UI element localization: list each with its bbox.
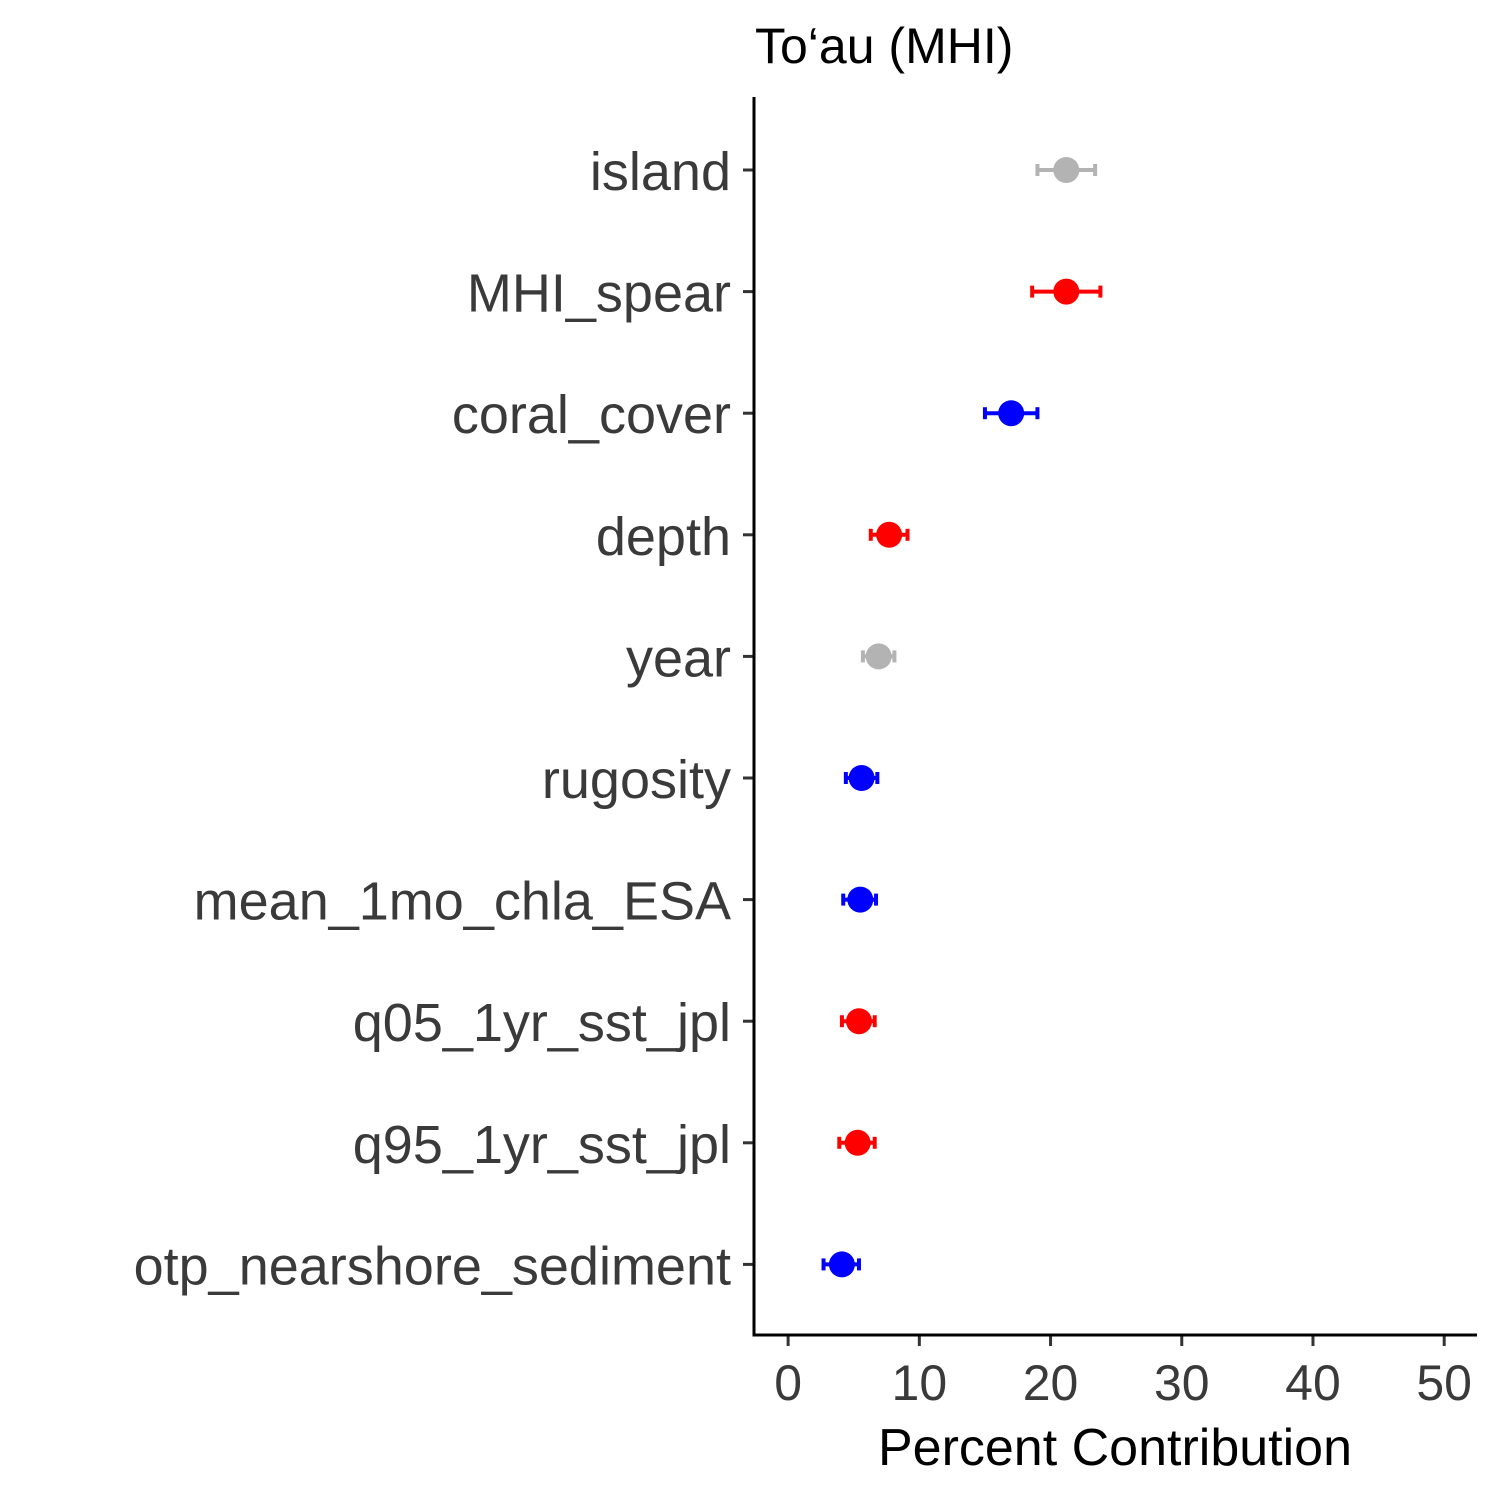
y-tick-label: depth (596, 507, 731, 567)
x-tick-label: 20 (1023, 1355, 1079, 1411)
data-point (865, 643, 892, 670)
data-point (844, 1129, 871, 1156)
data-point (998, 400, 1025, 427)
y-tick-label: MHI_spear (467, 264, 731, 324)
y-tick-label: otp_nearshore_sediment (134, 1236, 731, 1296)
x-tick-label: 30 (1154, 1355, 1210, 1411)
plot-area: 0 10 20 30 40 50 island MHI_spear coral_coverdep… (134, 142, 1472, 1411)
y-tick-label: island (590, 142, 731, 202)
x-tick-label: 10 (892, 1355, 948, 1411)
data-point (845, 1008, 872, 1035)
y-tick-label: q05_1yr_sst_jpl (353, 993, 731, 1053)
chart-title: To‘au (MHI) (755, 18, 1013, 74)
data-point (828, 1251, 855, 1278)
data-point (848, 765, 875, 791)
y-tick-label: q95_1yr_sst_jpl (353, 1115, 731, 1175)
x-tick-label: 40 (1285, 1355, 1341, 1411)
x-tick-label: 0 (774, 1355, 802, 1411)
data-point (876, 521, 903, 548)
y-tick-label: mean_1mo_chla_ESA (194, 872, 731, 932)
y-tick-label: coral_cover (452, 385, 731, 445)
x-axis-title: Percent Contribution (878, 1419, 1352, 1477)
data-point (1053, 157, 1080, 183)
x-tick-label: 50 (1416, 1355, 1472, 1411)
data-point (1053, 278, 1080, 305)
data-point (847, 886, 874, 913)
y-tick-label: year (626, 628, 731, 688)
y-tick-label: rugosity (542, 750, 731, 810)
